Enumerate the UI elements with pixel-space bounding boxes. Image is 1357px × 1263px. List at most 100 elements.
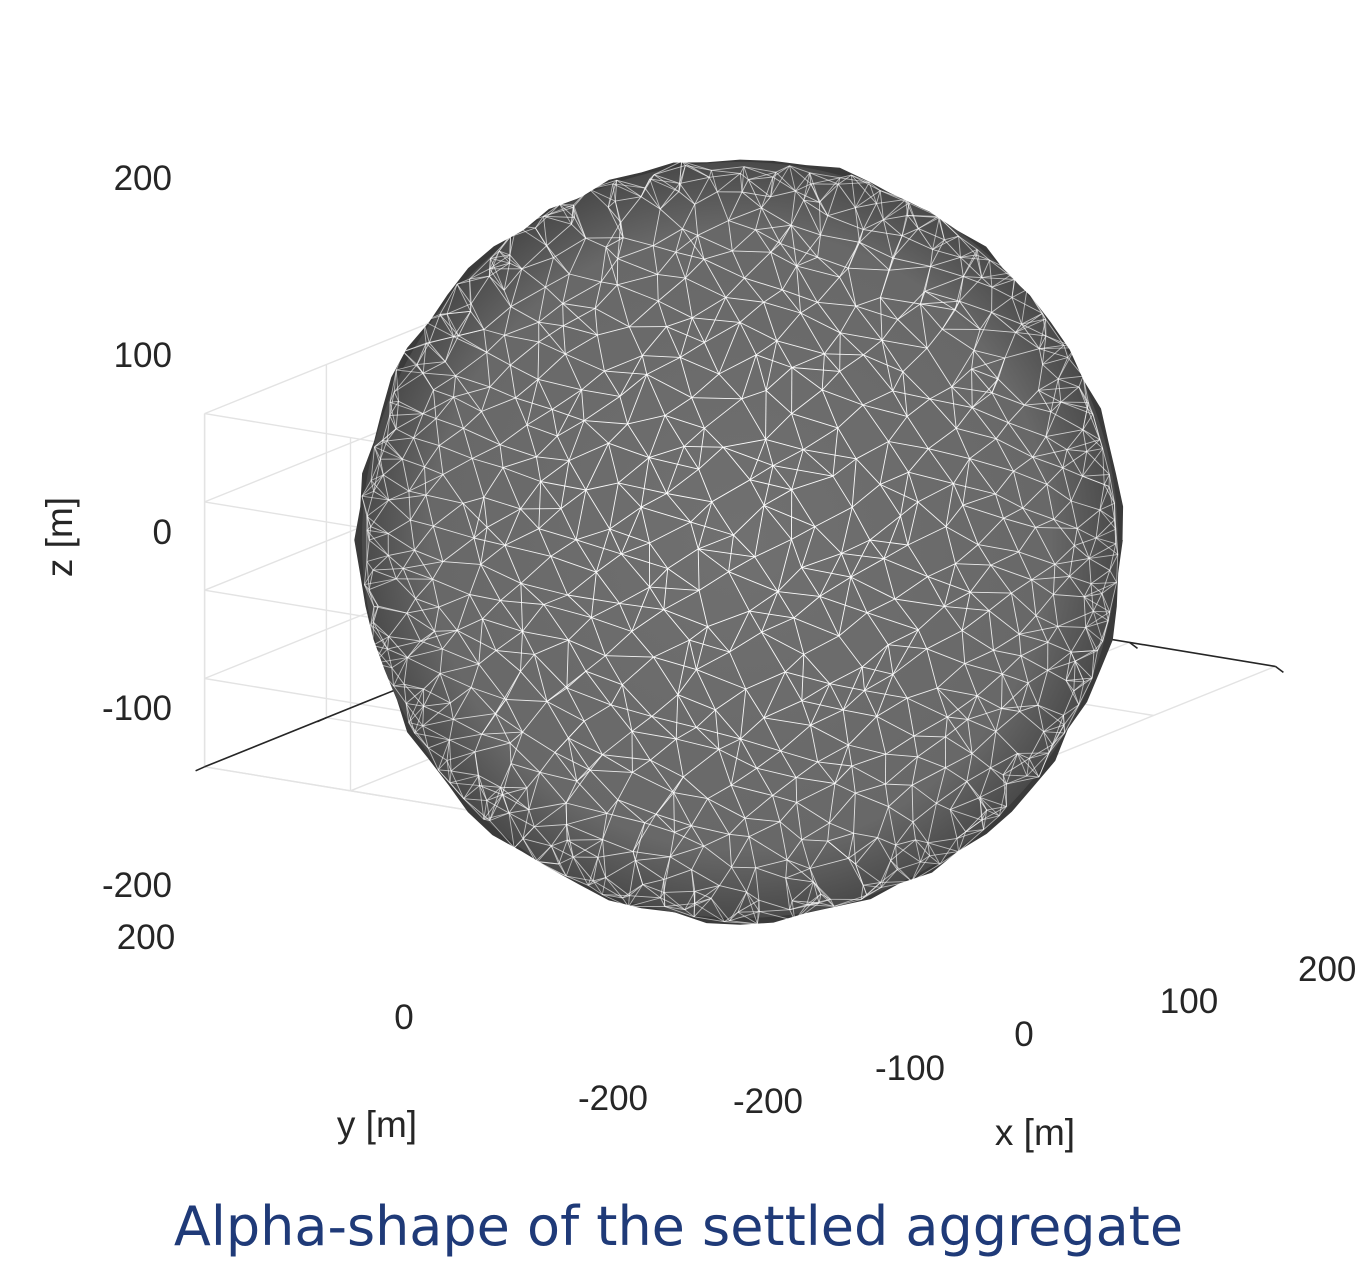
mesh-edge — [1088, 558, 1111, 571]
mesh-edge — [619, 355, 643, 397]
mesh-edge — [694, 177, 710, 205]
mesh-edge — [415, 578, 433, 599]
mesh-edge — [446, 310, 471, 315]
mesh-edge — [554, 752, 591, 771]
mesh-edge — [425, 474, 444, 496]
mesh-edge — [632, 851, 671, 858]
mesh-edge — [777, 591, 820, 597]
mesh-edge — [737, 911, 758, 925]
mesh-edge — [939, 851, 959, 865]
mesh-edge — [366, 529, 389, 556]
mesh-edge — [1003, 517, 1036, 528]
mesh-edge — [930, 249, 934, 267]
mesh-edge — [594, 308, 598, 336]
mesh-edge — [422, 389, 434, 414]
mesh-edge — [632, 813, 657, 852]
mesh-edge — [954, 276, 964, 311]
mesh-edge — [536, 456, 570, 462]
mesh-edge — [883, 558, 896, 600]
mesh-edge — [538, 303, 563, 323]
mesh-edge — [880, 297, 921, 305]
mesh-edge — [540, 460, 570, 482]
mesh-edge — [470, 303, 485, 330]
mesh-edge — [912, 821, 916, 840]
mesh-edge — [540, 481, 562, 509]
mesh-edge — [495, 650, 521, 672]
mesh-edge — [649, 174, 655, 180]
mesh-edge — [943, 606, 963, 631]
mesh-edge — [809, 868, 814, 883]
mesh-edge — [883, 558, 928, 578]
mesh-edge — [888, 644, 927, 650]
mesh-edge — [520, 508, 540, 530]
mesh-edge — [453, 329, 485, 338]
mesh-edge — [790, 199, 805, 226]
mesh-edge — [989, 259, 1016, 273]
mesh-edge — [1015, 318, 1046, 333]
mesh-edge — [949, 809, 958, 839]
mesh-edge — [955, 407, 973, 429]
mesh-edge — [1082, 448, 1104, 477]
mesh-edge — [509, 254, 523, 270]
mesh-edge — [917, 736, 946, 758]
mesh-edge — [729, 920, 758, 925]
mesh-edge — [691, 869, 696, 904]
mesh-edge — [653, 656, 679, 695]
figure-caption: Alpha-shape of the settled aggregate — [173, 1195, 1184, 1258]
mesh-edge — [543, 215, 575, 218]
mesh-edge — [951, 386, 957, 429]
mesh-edge — [432, 389, 437, 419]
mesh-edge — [590, 769, 633, 773]
mesh-edge — [562, 273, 570, 304]
mesh-edge — [691, 825, 730, 835]
mesh-edge — [779, 821, 788, 860]
mesh-edge — [1020, 641, 1049, 657]
mesh-edge — [617, 222, 622, 259]
mesh-edge — [791, 881, 814, 902]
y-tick-label: 0 — [394, 998, 413, 1037]
mesh-edge — [900, 515, 909, 546]
mesh-edge — [759, 909, 790, 913]
mesh-edge — [678, 191, 695, 205]
mesh-edge — [851, 174, 881, 191]
mesh-edge — [739, 301, 764, 323]
mesh-edge — [695, 626, 709, 670]
mesh-edge — [937, 687, 978, 697]
mesh-edge — [838, 635, 863, 668]
mesh-edge — [389, 401, 399, 416]
mesh-edge — [824, 332, 841, 355]
mesh-edge — [500, 786, 527, 789]
mesh-edge — [526, 424, 558, 437]
mesh-edge — [470, 687, 496, 714]
mesh-edge — [817, 276, 840, 303]
mesh-edge — [884, 784, 889, 807]
mesh-edge — [691, 825, 705, 847]
mesh-edge — [559, 204, 575, 218]
mesh-edge — [1086, 448, 1103, 452]
mesh-edge — [663, 609, 708, 628]
mesh-edge — [915, 839, 930, 857]
mesh-edge — [941, 328, 975, 351]
mesh-edge — [863, 354, 894, 392]
mesh-edge — [572, 839, 603, 858]
mesh-edge — [481, 397, 516, 412]
mesh-edge — [829, 666, 863, 685]
mesh-edge — [593, 877, 606, 882]
mesh-edge — [969, 564, 992, 593]
mesh-edge — [556, 389, 582, 437]
mesh-edge — [538, 325, 564, 343]
mesh-edge — [1078, 386, 1088, 409]
mesh-edge — [391, 667, 405, 685]
mesh-edge — [761, 591, 779, 633]
mesh-edge — [393, 364, 418, 393]
mesh-edge — [809, 172, 820, 203]
mesh-edge — [434, 607, 440, 632]
mesh-edge — [667, 548, 699, 569]
mesh-edge — [718, 322, 741, 375]
mesh-edge — [463, 785, 480, 800]
mesh-edge — [1070, 650, 1095, 653]
mesh-edge — [863, 339, 883, 356]
mesh-edge — [695, 709, 716, 728]
mesh-edge — [510, 731, 523, 764]
mesh-edge — [1014, 271, 1028, 290]
